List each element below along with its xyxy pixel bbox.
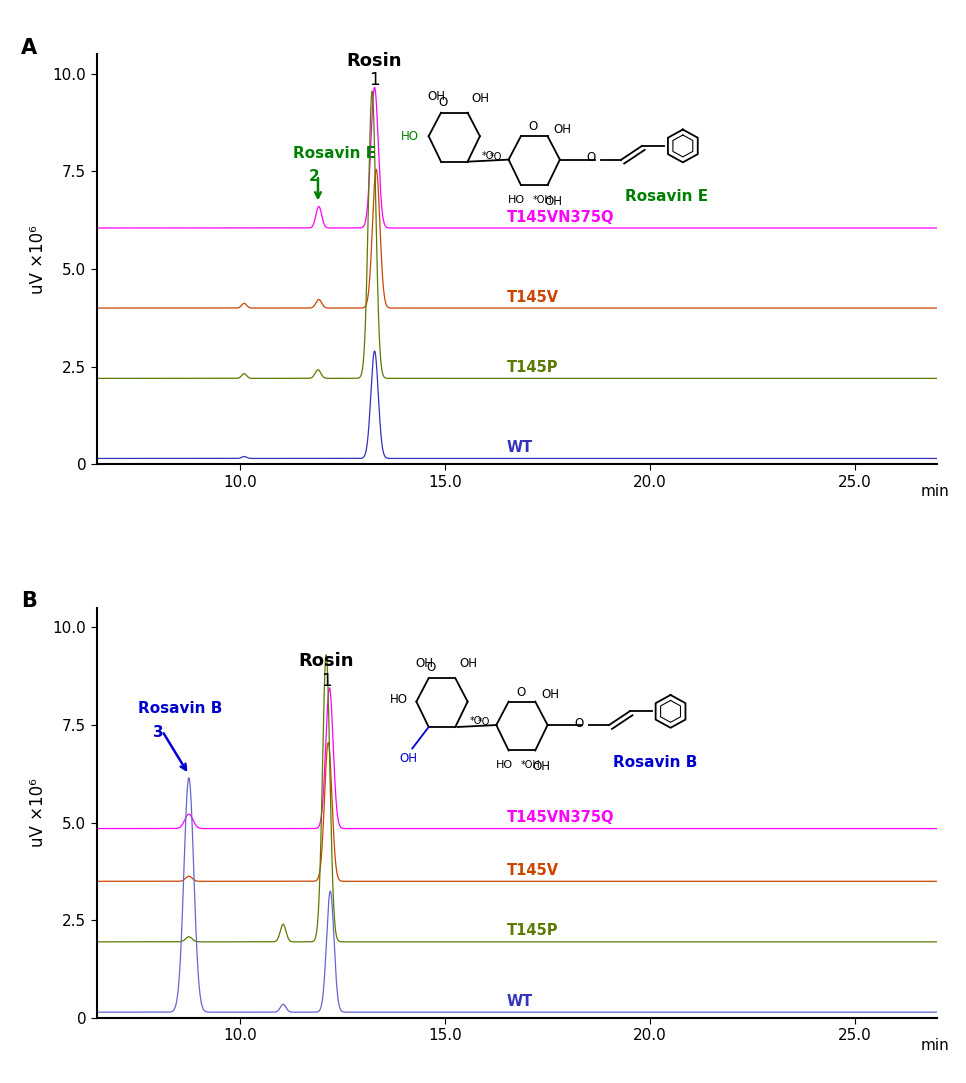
Text: T145VN375Q: T145VN375Q	[506, 810, 614, 825]
Text: Rosavin E: Rosavin E	[625, 190, 709, 205]
Y-axis label: uV ×10⁶: uV ×10⁶	[29, 779, 47, 847]
Text: Rosavin B: Rosavin B	[137, 702, 222, 716]
Text: T145P: T145P	[506, 360, 558, 375]
Text: HO: HO	[496, 760, 513, 770]
Text: *O: *O	[478, 717, 490, 727]
Text: 2: 2	[308, 169, 319, 184]
Text: HO: HO	[390, 693, 409, 706]
Text: OH: OH	[399, 753, 417, 766]
Text: Rosavin E: Rosavin E	[294, 146, 377, 160]
Text: O: O	[586, 152, 596, 165]
Text: OH: OH	[460, 657, 477, 670]
Text: OH: OH	[471, 92, 490, 105]
Text: HO: HO	[401, 130, 418, 143]
Text: *OH: *OH	[521, 760, 541, 770]
Text: 3: 3	[153, 725, 163, 740]
Text: T145V: T145V	[506, 289, 558, 304]
Text: OH: OH	[428, 90, 446, 103]
Text: WT: WT	[506, 994, 533, 1008]
Text: O: O	[516, 686, 526, 699]
Text: O: O	[528, 120, 538, 133]
Y-axis label: uV ×10⁶: uV ×10⁶	[29, 225, 47, 293]
Text: A: A	[21, 38, 37, 57]
Text: B: B	[21, 591, 37, 612]
Text: O: O	[426, 662, 436, 675]
Text: OH: OH	[554, 122, 572, 135]
Text: T145V: T145V	[506, 863, 558, 878]
Text: *O: *O	[469, 716, 482, 726]
Text: *O: *O	[482, 151, 495, 160]
Text: OH: OH	[541, 688, 559, 701]
Text: O: O	[439, 95, 447, 108]
Text: Rosin: Rosin	[298, 652, 354, 670]
Text: Rosin: Rosin	[347, 52, 402, 70]
Text: OH: OH	[415, 656, 434, 669]
Text: T145VN375Q: T145VN375Q	[506, 209, 614, 224]
Text: min: min	[921, 484, 950, 499]
Text: T145P: T145P	[506, 924, 558, 938]
Text: HO: HO	[508, 195, 526, 205]
Text: 1: 1	[321, 671, 331, 690]
Text: WT: WT	[506, 440, 533, 455]
Text: O: O	[574, 717, 583, 730]
Text: OH: OH	[545, 195, 563, 208]
Text: Rosavin B: Rosavin B	[613, 755, 697, 770]
Text: *OH: *OH	[533, 195, 553, 205]
Text: min: min	[921, 1039, 950, 1053]
Text: OH: OH	[532, 760, 551, 773]
Text: 1: 1	[369, 71, 380, 90]
Text: *O: *O	[490, 152, 502, 161]
